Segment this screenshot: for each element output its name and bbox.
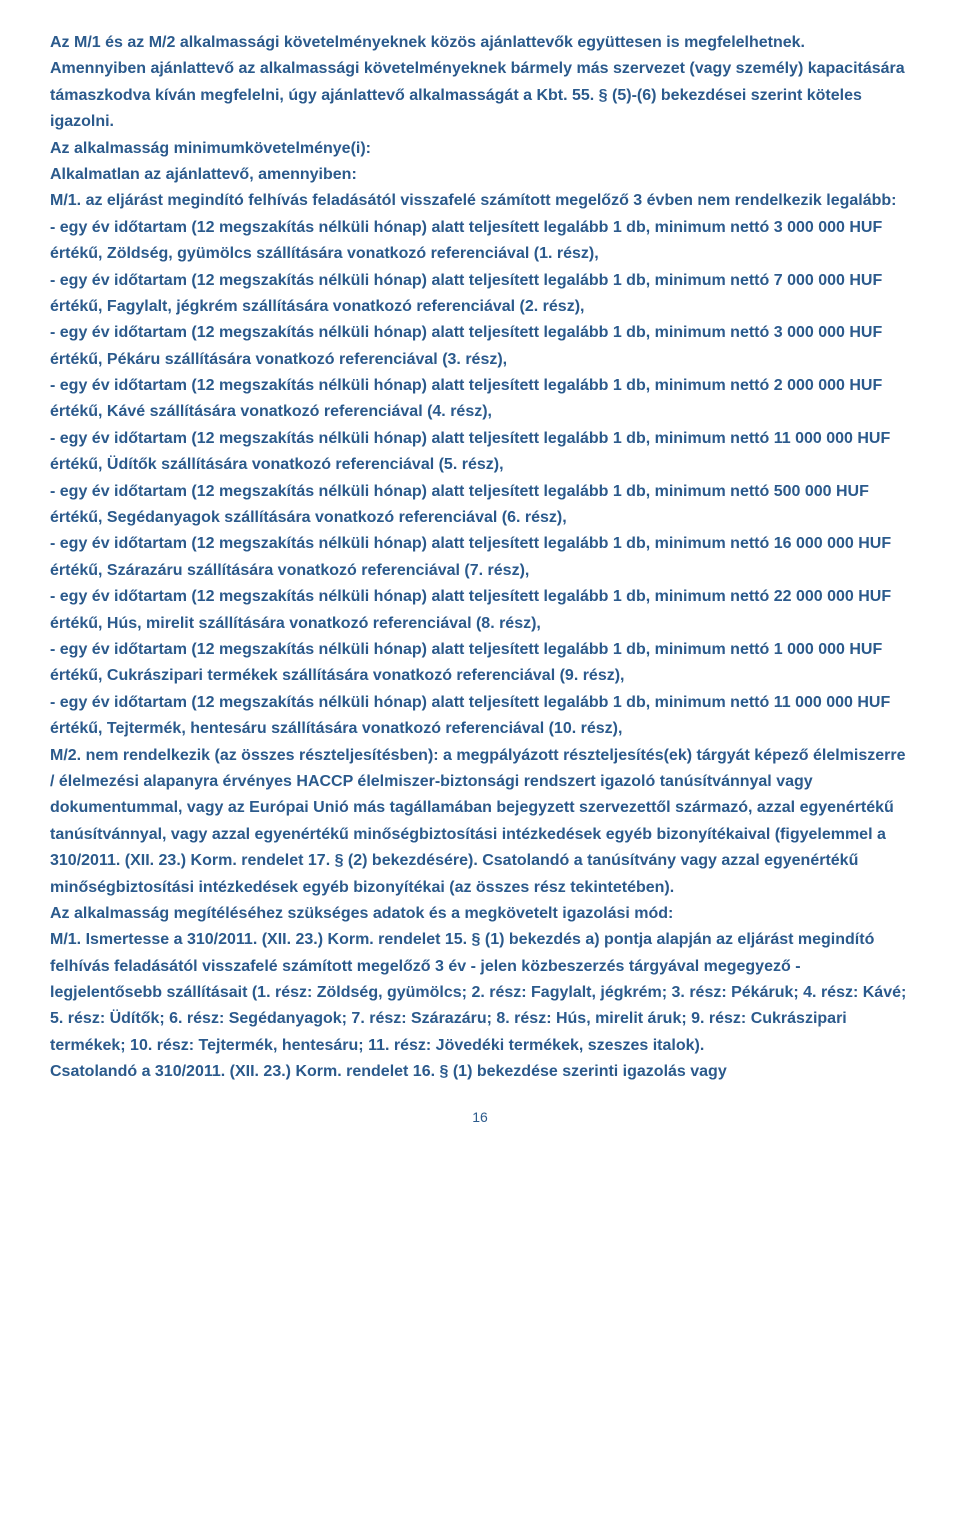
paragraph: - egy év időtartam (12 megszakítás nélkü…	[50, 320, 910, 373]
paragraph: Az alkalmasság megítéléséhez szükséges a…	[50, 901, 910, 927]
page-number: 16	[50, 1106, 910, 1129]
paragraph: Csatolandó a 310/2011. (XII. 23.) Korm. …	[50, 1059, 910, 1085]
paragraph: - egy év időtartam (12 megszakítás nélkü…	[50, 426, 910, 479]
paragraph: - egy év időtartam (12 megszakítás nélkü…	[50, 479, 910, 532]
paragraph: - egy év időtartam (12 megszakítás nélkü…	[50, 690, 910, 743]
paragraph: - egy év időtartam (12 megszakítás nélkü…	[50, 268, 910, 321]
paragraph: - egy év időtartam (12 megszakítás nélkü…	[50, 373, 910, 426]
paragraph: Amennyiben ajánlattevő az alkalmassági k…	[50, 56, 910, 135]
paragraph: M/1. Ismertesse a 310/2011. (XII. 23.) K…	[50, 927, 910, 1059]
paragraph: M/1. az eljárást megindító felhívás fela…	[50, 188, 910, 214]
paragraph: Az alkalmasság minimumkövetelménye(i):	[50, 136, 910, 162]
paragraph: - egy év időtartam (12 megszakítás nélkü…	[50, 584, 910, 637]
paragraph: - egy év időtartam (12 megszakítás nélkü…	[50, 531, 910, 584]
paragraph: Alkalmatlan az ajánlattevő, amennyiben:	[50, 162, 910, 188]
paragraph: - egy év időtartam (12 megszakítás nélkü…	[50, 215, 910, 268]
paragraph: - egy év időtartam (12 megszakítás nélkü…	[50, 637, 910, 690]
paragraph: Az M/1 és az M/2 alkalmassági követelmén…	[50, 30, 910, 56]
paragraph: M/2. nem rendelkezik (az összes résztelj…	[50, 743, 910, 901]
document-content: Az M/1 és az M/2 alkalmassági követelmén…	[50, 30, 910, 1086]
